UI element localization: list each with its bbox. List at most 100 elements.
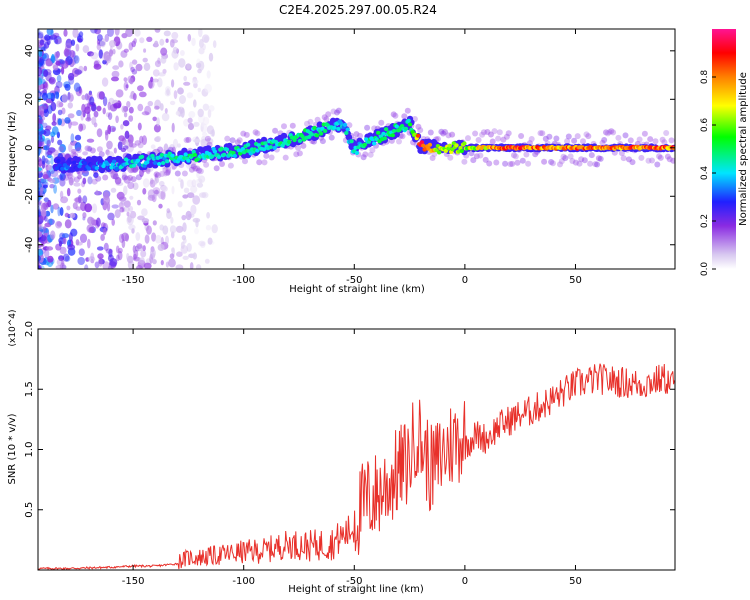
spectrogram-noise-cell (159, 38, 165, 46)
bottom-scale-label: (x10^4) (8, 309, 18, 346)
spectrogram-noise-cell (74, 142, 82, 152)
top-ytick-label: -40 (24, 237, 35, 253)
spectrogram-trace-cell (109, 165, 114, 170)
spectrogram-noise-cell (67, 244, 76, 251)
spectrogram-noise-cell (152, 69, 160, 77)
spectrogram-noise-cell (136, 199, 142, 206)
spectrogram-noise-cell (69, 212, 76, 219)
spectrogram-noise-cell (201, 122, 205, 127)
spectrogram-halo-cell (242, 158, 248, 165)
spectrogram-noise-cell (64, 83, 71, 91)
spectrogram-noise-cell (154, 29, 161, 33)
spectrogram-noise-cell (49, 184, 55, 189)
spectrogram-noise-cell (67, 92, 74, 103)
spectrogram-noise-cell (68, 177, 74, 186)
spectrogram-trace-cell (60, 166, 65, 171)
spectrogram-trace-cell (159, 153, 165, 157)
spectrogram-noise-cell (138, 257, 145, 264)
colorbar-label: Normalized spectral amplitude (738, 72, 749, 226)
spectrogram-halo-cell (192, 165, 199, 172)
spectrogram-noise-cell (78, 248, 85, 256)
spectrogram-halo-cell (89, 147, 96, 154)
spectrogram-trace-cell (65, 165, 70, 170)
spectrogram-noise-cell (181, 235, 187, 241)
spectrogram-halo-cell (137, 142, 144, 149)
bottom-ytick-label: 1.0 (24, 442, 35, 458)
top-ylabel: Frequency (Hz) (7, 111, 18, 187)
spectrogram-noise-cell (98, 257, 103, 267)
spectrogram-trace-cell (671, 146, 675, 151)
spectrogram-noise-cell (165, 235, 169, 245)
spectrogram-noise-cell (70, 39, 76, 46)
spectrogram-halo-cell (282, 154, 289, 161)
spectrogram-noise-cell (211, 224, 218, 234)
spectrogram-halo-cell (629, 159, 636, 166)
spectrogram-noise-cell (44, 222, 52, 228)
spectrogram-halo-cell (608, 128, 615, 135)
spectrogram-noise-cell (118, 135, 125, 142)
spectrogram-noise-cell (46, 92, 54, 100)
spectrogram-noise-cell (42, 81, 48, 89)
colorbar-tick-label: 0.0 (700, 262, 710, 277)
spectrogram-trace-cell (261, 147, 267, 152)
spectrogram-noise-cell (50, 230, 56, 240)
top-xlabel: Height of straight line (km) (289, 284, 425, 295)
spectrogram-noise-cell (128, 205, 134, 213)
spectrogram-halo-cell (243, 131, 250, 138)
spectrogram-halo-cell (174, 170, 181, 177)
spectrogram-noise-cell (198, 29, 203, 38)
spectrogram-noise-cell (41, 92, 48, 101)
spectrogram-noise-cell (171, 31, 179, 40)
spectrogram-halo-cell (369, 147, 376, 154)
bottom-xtick-label: -100 (232, 576, 255, 587)
spectrogram-halo-cell (321, 114, 328, 121)
spectrogram-noise-cell (49, 34, 58, 40)
spectrogram-noise-cell (165, 38, 169, 43)
spectrogram-trace-cell (406, 118, 411, 123)
spectrogram-noise-cell (38, 249, 43, 256)
spectrogram-trace-cell (318, 131, 324, 136)
spectrogram-noise-cell (171, 185, 175, 195)
spectrogram-trace-cell (139, 154, 145, 159)
spectrogram-trace-cell (300, 134, 305, 139)
spectrogram-trace-cell (161, 161, 166, 165)
spectrogram-noise-cell (192, 79, 199, 85)
spectrogram-noise-cell (67, 175, 76, 183)
spectrogram-halo-cell (328, 134, 335, 141)
spectrogram-noise-cell (93, 63, 102, 70)
spectrogram-noise-cell (96, 246, 104, 251)
spectrogram-halo-cell (569, 158, 576, 164)
spectrogram-halo-cell (572, 159, 579, 166)
spectrogram-noise-cell (202, 132, 208, 137)
spectrogram-noise-cell (175, 264, 184, 269)
spectrogram-noise-cell (57, 109, 63, 116)
spectrogram-noise-cell (182, 222, 187, 233)
spectrogram-halo-cell (465, 135, 471, 142)
spectrogram-halo-cell (668, 137, 675, 144)
spectrogram-noise-cell (41, 209, 47, 217)
spectrogram-noise-cell (61, 233, 70, 239)
spectrogram-trace-cell (186, 158, 191, 163)
spectrogram-noise-cell (160, 190, 166, 201)
spectrogram-noise-cell (59, 190, 64, 199)
spectrogram-noise-cell (110, 187, 117, 193)
spectrogram-halo-cell (514, 159, 521, 166)
spectrogram-halo-cell (491, 128, 498, 135)
spectrogram-noise-cell (38, 178, 47, 184)
spectrogram-noise-cell (157, 57, 161, 64)
spectrogram-noise-cell (129, 61, 133, 70)
spectrogram-noise-cell (171, 79, 175, 88)
spectrogram-noise-cell (165, 165, 172, 174)
spectrogram-noise-cell (199, 192, 207, 198)
spectrogram-noise-cell (55, 60, 61, 66)
spectrogram-halo-cell (592, 161, 599, 168)
spectrogram-noise-cell (44, 215, 48, 222)
spectrogram-halo-cell (153, 171, 160, 178)
spectrogram-noise-cell (134, 140, 141, 146)
spectrogram-noise-cell (113, 102, 121, 109)
spectrogram-halo-cell (542, 135, 549, 142)
spectrogram-noise-cell (206, 70, 211, 79)
spectrogram-halo-cell (268, 154, 275, 161)
spectrogram-trace-cell (427, 142, 433, 147)
colorbar-tick-label: 0.8 (700, 70, 710, 85)
